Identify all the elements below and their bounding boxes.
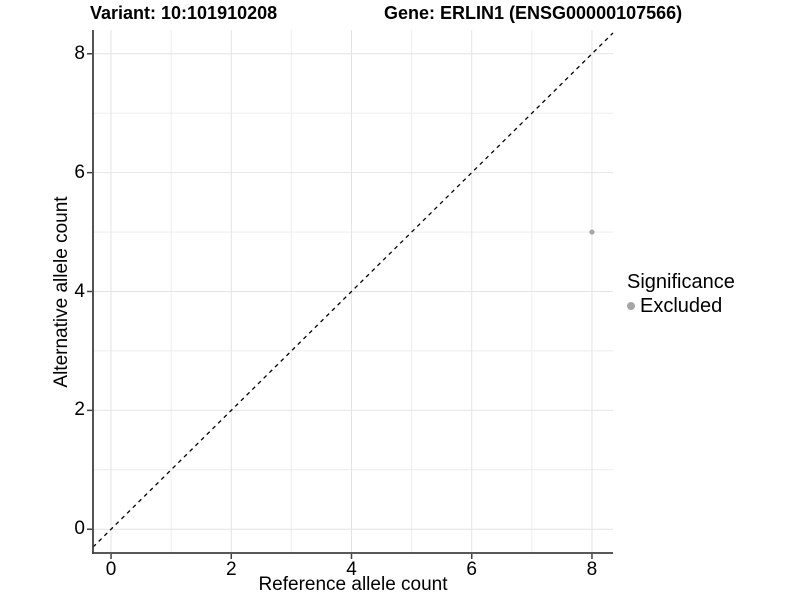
y-tick-label: 8 — [74, 42, 85, 64]
x-tick-label: 0 — [105, 559, 117, 580]
y-tick-label: 4 — [74, 280, 85, 302]
x-tick-label: 2 — [225, 559, 237, 580]
gene-title: Gene: ERLIN1 (ENSG00000107566) — [384, 3, 683, 23]
identity-dashed-line — [92, 32, 614, 548]
legend-title: Significance — [627, 271, 735, 293]
x-tick-label: 8 — [586, 559, 598, 580]
x-tick-label: 6 — [466, 559, 477, 580]
x-axis-title: Reference allele count — [258, 574, 448, 595]
y-tick-label: 6 — [74, 161, 85, 183]
legend-item-excluded: Excluded — [627, 295, 735, 317]
y-tick-label: 2 — [74, 399, 85, 421]
legend-item-label: Excluded — [640, 295, 723, 317]
variant-title: Variant: 10:101910208 — [90, 3, 278, 23]
legend: Significance Excluded — [627, 271, 735, 317]
y-tick-label: 0 — [74, 518, 85, 540]
legend-point-icon — [627, 302, 635, 310]
data-point — [589, 229, 595, 235]
x-tick-label: 4 — [346, 559, 357, 580]
